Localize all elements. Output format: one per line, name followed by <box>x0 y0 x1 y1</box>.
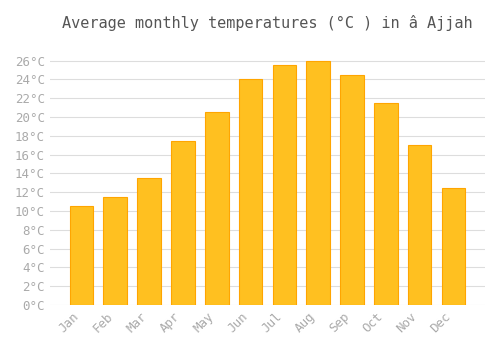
Bar <box>171 141 194 305</box>
Bar <box>340 75 364 305</box>
Bar <box>408 145 432 305</box>
Title: Average monthly temperatures (°C ) in â Ajjah: Average monthly temperatures (°C ) in â … <box>62 15 472 31</box>
Bar <box>238 79 262 305</box>
Bar <box>70 206 94 305</box>
Bar <box>272 65 296 305</box>
Bar <box>138 178 161 305</box>
Bar <box>205 112 229 305</box>
Bar <box>306 61 330 305</box>
Bar <box>442 188 465 305</box>
Bar <box>374 103 398 305</box>
Bar <box>104 197 127 305</box>
